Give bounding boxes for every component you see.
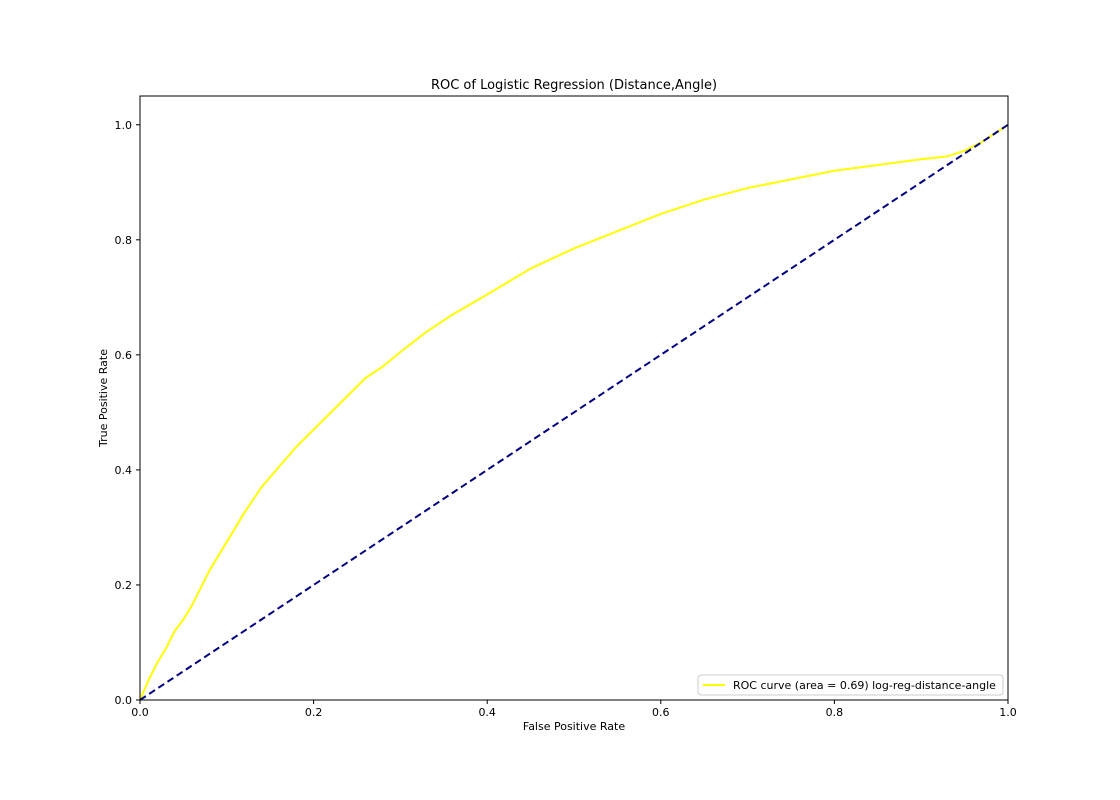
legend: ROC curve (area = 0.69) log-reg-distance… [697, 674, 1004, 696]
x-tick-label: 0.4 [478, 706, 496, 719]
legend-box [697, 674, 1004, 696]
chart-title: ROC of Logistic Regression (Distance,Ang… [431, 78, 717, 93]
legend-label: ROC curve (area = 0.69) log-reg-distance… [733, 679, 996, 692]
x-axis-label: False Positive Rate [523, 720, 625, 733]
x-tick-label: 0.6 [652, 706, 670, 719]
y-tick-label: 0.0 [115, 694, 133, 707]
y-axis-label: True Positive Rate [97, 349, 110, 448]
x-tick-label: 1.0 [999, 706, 1017, 719]
y-tick-label: 0.4 [115, 464, 133, 477]
x-tick-label: 0.2 [305, 706, 323, 719]
y-tick-label: 0.2 [115, 579, 133, 592]
x-tick-label: 0.0 [131, 706, 149, 719]
x-axis: 0.0 0.2 0.4 0.6 0.8 1.0 [131, 700, 1017, 719]
series-layer [139, 123, 1009, 701]
y-axis: 0.0 0.2 0.4 0.6 0.8 1.0 [115, 119, 140, 707]
x-tick-label: 0.8 [826, 706, 844, 719]
plot-frame [139, 95, 1009, 701]
y-tick-label: 0.6 [115, 349, 133, 362]
chance-line [139, 123, 1009, 701]
y-tick-label: 0.8 [115, 234, 133, 247]
y-tick-label: 1.0 [115, 119, 133, 132]
roc-curve-line [139, 123, 1009, 701]
